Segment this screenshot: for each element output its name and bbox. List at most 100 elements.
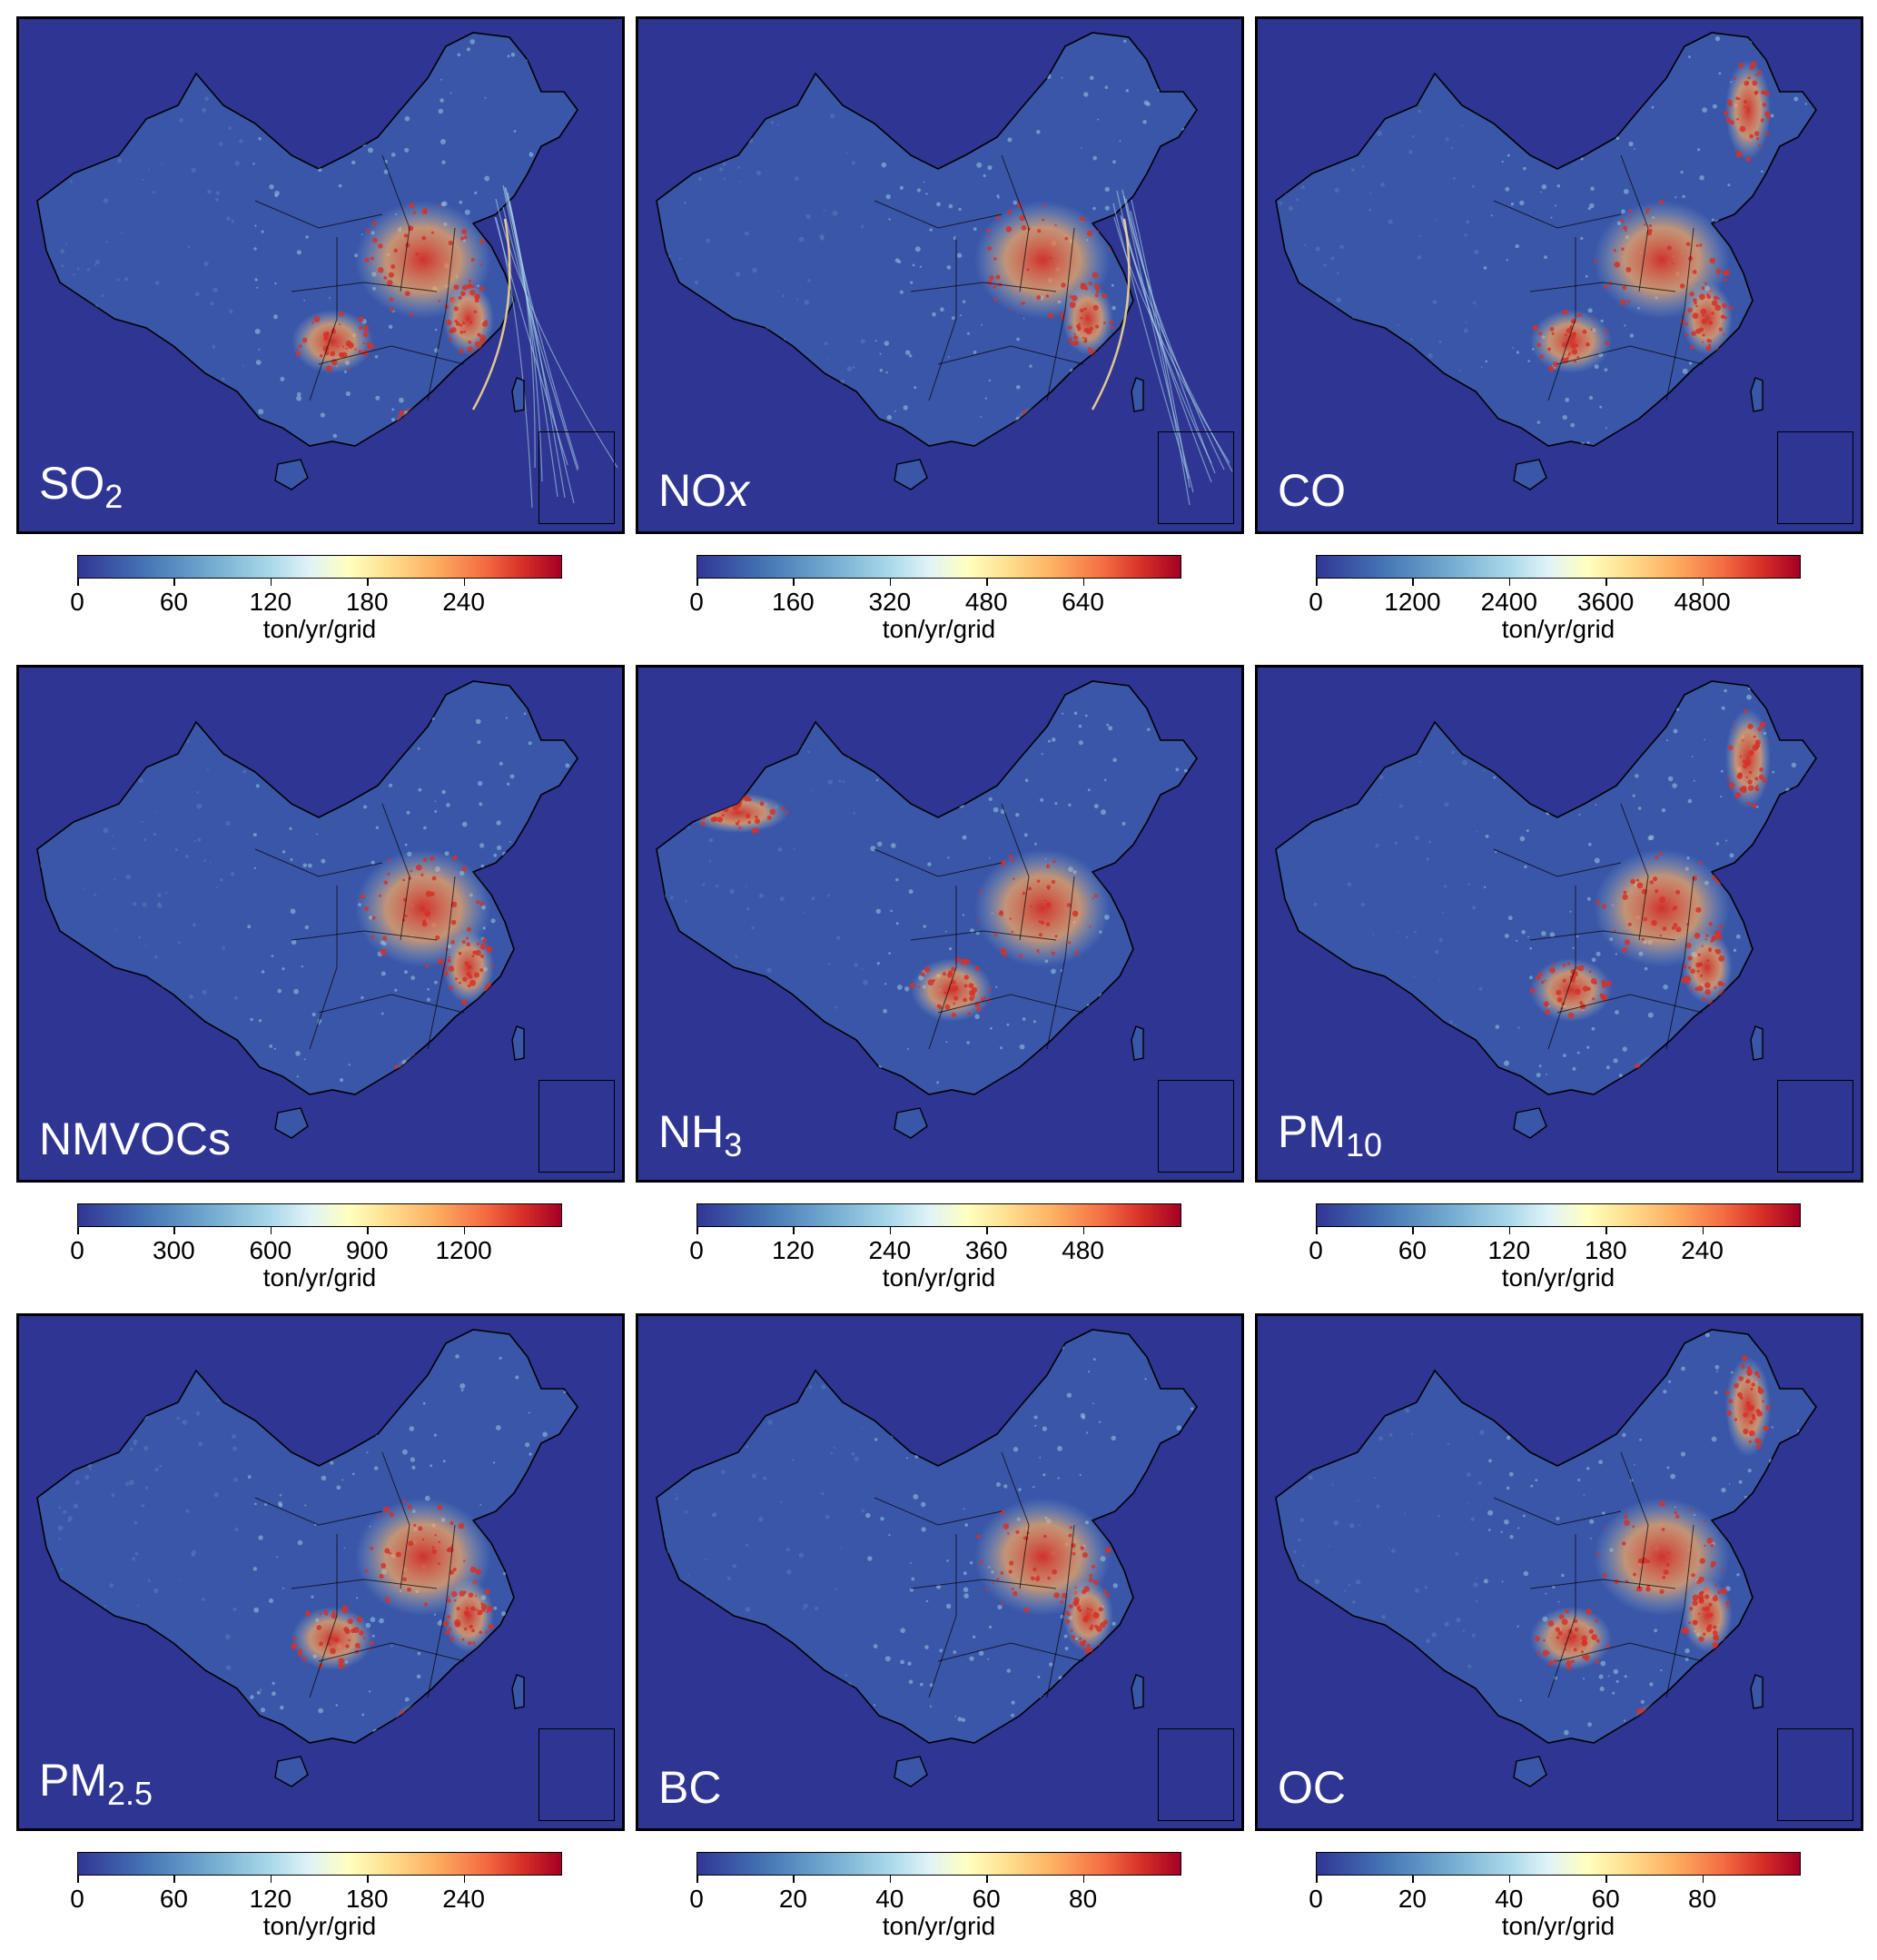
tick-label: 120 xyxy=(249,588,292,616)
tick-mark xyxy=(1082,579,1085,586)
tick-label: 1200 xyxy=(1384,588,1441,616)
south-china-sea-inset xyxy=(1777,1080,1853,1173)
hainan-island xyxy=(274,1756,309,1787)
tick-mark xyxy=(463,1876,466,1883)
tick-mark xyxy=(793,579,795,586)
taiwan-island xyxy=(1131,1674,1144,1709)
map-so2: SO2 xyxy=(16,16,625,534)
tick-label: 20 xyxy=(778,1885,807,1913)
tick-label: 480 xyxy=(1062,1236,1104,1264)
tick-mark xyxy=(367,1876,369,1883)
taiwan-island xyxy=(511,1025,525,1061)
species-label: SO2 xyxy=(39,458,123,515)
tick-mark xyxy=(1702,1227,1704,1234)
taiwan-island xyxy=(511,1674,525,1709)
tick-label: 120 xyxy=(772,1236,815,1264)
tick-label: 240 xyxy=(1681,1236,1724,1264)
species-label: PM10 xyxy=(1278,1106,1383,1163)
tick-label: 80 xyxy=(1069,1885,1098,1913)
tick-mark xyxy=(77,1227,79,1234)
map-co: CO xyxy=(1255,16,1863,534)
tick-label: 240 xyxy=(442,588,485,616)
tick-label: 0 xyxy=(70,588,84,616)
south-china-sea-inset xyxy=(1777,431,1853,524)
china-map-svg xyxy=(1275,1329,1817,1787)
hainan-island xyxy=(1513,1756,1547,1787)
taiwan-island xyxy=(1750,377,1763,412)
china-land xyxy=(1275,32,1817,447)
colorbar-unit-label: ton/yr/grid xyxy=(1501,615,1615,643)
taiwan-island xyxy=(1750,1025,1763,1061)
tick-mark xyxy=(1508,1227,1511,1234)
species-label: CO xyxy=(1278,465,1346,516)
tick-mark xyxy=(986,1876,988,1883)
emission-texture xyxy=(1276,35,1816,446)
tick-label: 0 xyxy=(1309,1885,1323,1913)
taiwan-island xyxy=(1131,1025,1144,1061)
colorbar-legend: 0 120 240 360 480 ton/yr/grid xyxy=(689,1203,1181,1292)
colorbar-unit-label: ton/yr/grid xyxy=(882,1263,996,1292)
south-china-sea-inset xyxy=(1158,1080,1234,1173)
hainan-island xyxy=(1513,459,1547,490)
taiwan-island xyxy=(1131,377,1144,412)
colorbar-unit-label: ton/yr/grid xyxy=(882,615,996,643)
species-label: OC xyxy=(1278,1762,1346,1813)
tick-label: 60 xyxy=(1398,1236,1427,1264)
tick-mark xyxy=(1508,1876,1511,1883)
species-label: NH3 xyxy=(658,1106,743,1163)
panel-nh3: NH3 0 120 240 360 480 ton/yr/grid xyxy=(636,665,1244,1312)
colorbar-legend: 0 20 40 60 80 ton/yr/grid xyxy=(689,1852,1181,1941)
species-label: NOx xyxy=(658,465,749,516)
panel-co: CO 0 1200 2400 3600 4800 ton/yr/grid xyxy=(1255,16,1863,663)
china-land xyxy=(1275,1329,1817,1744)
map-nmvocs: NMVOCs xyxy=(16,665,625,1183)
tick-label: 60 xyxy=(159,588,188,616)
tick-mark xyxy=(1412,1227,1414,1234)
tick-label: 240 xyxy=(442,1885,485,1913)
colorbar-legend: 0 20 40 60 80 ton/yr/grid xyxy=(1309,1852,1801,1941)
tick-label: 0 xyxy=(689,1236,704,1264)
tick-mark xyxy=(270,1227,272,1234)
tick-mark xyxy=(986,1227,988,1234)
colorbar-unit-label: ton/yr/grid xyxy=(262,615,377,643)
tick-mark xyxy=(793,1227,795,1234)
colorbar-legend: 0 160 320 480 640 ton/yr/grid xyxy=(689,555,1181,644)
tick-label: 20 xyxy=(1398,1885,1427,1913)
china-map-svg xyxy=(36,680,578,1139)
tick-label: 180 xyxy=(345,1885,389,1913)
colorbar-legend: 0 60 120 180 240 ton/yr/grid xyxy=(70,555,562,644)
tick-label: 2400 xyxy=(1480,588,1537,616)
tick-label: 180 xyxy=(1584,1236,1627,1264)
tick-mark xyxy=(1316,579,1318,586)
tick-mark xyxy=(1605,579,1607,586)
hainan-island xyxy=(894,1107,928,1139)
emission-texture xyxy=(657,686,1197,1094)
tick-mark xyxy=(173,579,175,586)
hainan-island xyxy=(894,1756,928,1787)
tick-label: 40 xyxy=(875,1885,904,1913)
species-label: NMVOCs xyxy=(39,1114,232,1164)
colorbar-gradient xyxy=(696,555,1181,579)
taiwan-island xyxy=(1750,1674,1763,1709)
tick-label: 360 xyxy=(964,1236,1008,1264)
tick-mark xyxy=(1082,1227,1085,1234)
tick-label: 300 xyxy=(153,1236,195,1264)
colorbar-legend: 0 60 120 180 240 ton/yr/grid xyxy=(1309,1203,1801,1292)
tick-label: 160 xyxy=(772,588,815,616)
panel-nmvocs: NMVOCs 0 300 600 900 1200 ton/yr/grid xyxy=(16,665,625,1312)
china-map-svg xyxy=(1275,680,1817,1139)
taiwan-island xyxy=(511,377,525,412)
tick-mark xyxy=(696,1227,698,1234)
tick-label: 120 xyxy=(249,1885,292,1913)
tick-label: 0 xyxy=(689,1885,704,1913)
tick-mark xyxy=(1082,1876,1085,1883)
tick-label: 40 xyxy=(1495,1885,1524,1913)
map-pm10: PM10 xyxy=(1255,665,1863,1183)
panel-oc: OC 0 20 40 60 80 ton/yr/grid xyxy=(1255,1313,1863,1960)
tick-mark xyxy=(367,1227,369,1234)
tick-label: 320 xyxy=(868,588,912,616)
colorbar-legend: 0 1200 2400 3600 4800 ton/yr/grid xyxy=(1309,555,1801,644)
south-china-sea-inset xyxy=(538,431,615,524)
tick-label: 480 xyxy=(964,588,1008,616)
